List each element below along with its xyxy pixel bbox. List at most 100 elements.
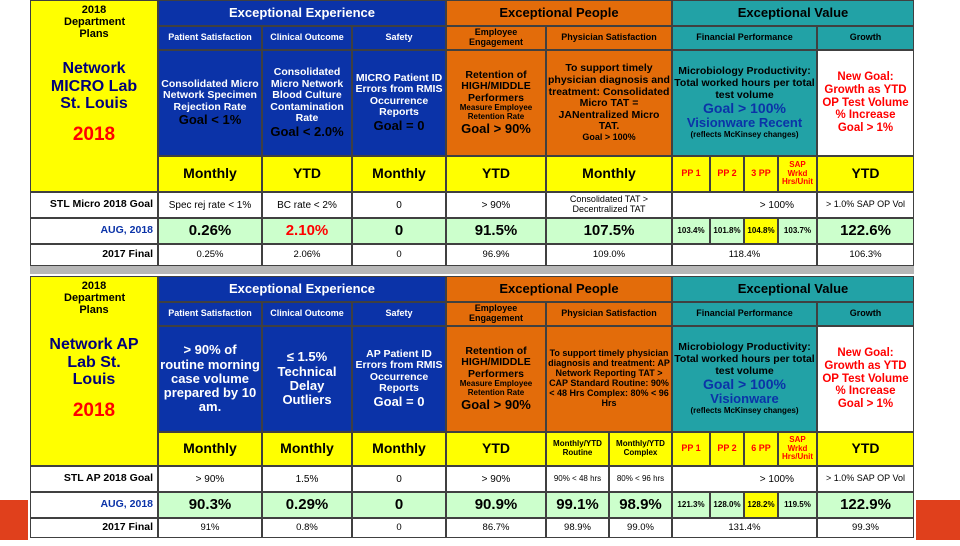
- current-pp2: 128.0%: [710, 492, 744, 518]
- current-pp3: 128.2%: [744, 492, 778, 518]
- prior-growth: 106.3%: [817, 244, 914, 266]
- desc-financial-performance: Microbiology Productivity: Total worked …: [672, 326, 817, 432]
- desc-goal: Goal > 90%: [461, 396, 531, 412]
- section-experience: Exceptional Experience: [158, 276, 446, 302]
- prior-safety: 0: [352, 518, 446, 538]
- desc-safety: MICRO Patient ID Errors from RMIS Occurr…: [352, 50, 446, 156]
- current-safety: 0: [352, 492, 446, 518]
- goal-growth: > 1.0% SAP OP Vol: [817, 192, 914, 218]
- desc-clinical-outcome: Consolidated Micro Network Blood Culture…: [262, 50, 352, 156]
- freq-pp2: PP 2: [710, 156, 744, 192]
- freq-safety: Monthly: [352, 156, 446, 192]
- desc-text: MICRO Patient ID Errors from RMIS Occurr…: [355, 71, 443, 119]
- desc-physician-satisfaction: To support timely physician diagnosis an…: [546, 326, 672, 432]
- year-label: 2018: [72, 124, 116, 146]
- subhead-clinical-outcome: Clinical Outcome: [262, 302, 352, 326]
- current-row-label: AUG, 2018: [30, 492, 158, 518]
- dept-plans-label: 2018 Department Plans: [64, 280, 126, 317]
- current-clinical-outcome: 2.10%: [262, 218, 352, 244]
- freq-pp3: 6 PP: [744, 432, 778, 466]
- current-sap: 119.5%: [778, 492, 817, 518]
- goal-row-label: STL Micro 2018 Goal: [30, 192, 158, 218]
- desc-goal: Goal > 1%: [837, 397, 894, 410]
- subhead-growth: Growth: [817, 26, 914, 50]
- goal-physician-satisfaction: Consolidated TAT > Decentralized TAT: [546, 192, 672, 218]
- freq-physician-complex: Monthly/YTD Complex: [609, 432, 672, 466]
- desc-measure: Measure Employee Retention Rate: [459, 379, 533, 398]
- desc-goal: Goal > 100%: [703, 376, 786, 393]
- current-employee-engagement: 90.9%: [446, 492, 546, 518]
- desc-text: Retention of HIGH/MIDDLE Performers: [461, 344, 531, 380]
- prior-row-label: 2017 Final: [30, 518, 158, 538]
- current-sap: 103.7%: [778, 218, 817, 244]
- year-label: 2018: [72, 400, 116, 422]
- goal-employee-engagement: > 90%: [446, 466, 546, 492]
- goal-safety: 0: [352, 466, 446, 492]
- page-title: Network MICRO Lab St. Louis: [50, 60, 138, 113]
- desc-patient-satisfaction: > 90% of routine morning case volume pre…: [158, 326, 262, 432]
- desc-patient-satisfaction: Consolidated Micro Network Specimen Reje…: [158, 50, 262, 156]
- desc-newgoal: New Goal:: [837, 347, 894, 360]
- freq-sap: SAP Wrkd Hrs/Unit: [778, 432, 817, 466]
- prior-growth: 99.3%: [817, 518, 914, 538]
- desc-safety: AP Patient ID Errors from RMIS Occurrenc…: [352, 326, 446, 432]
- freq-clinical-outcome: Monthly: [262, 432, 352, 466]
- right-accent-bar: [916, 500, 960, 540]
- freq-clinical-outcome: YTD: [262, 156, 352, 192]
- freq-pp2: PP 2: [710, 432, 744, 466]
- desc-goal: Goal > 100%: [582, 131, 636, 142]
- page-title: Network AP Lab St. Louis: [49, 336, 139, 389]
- goal-clinical-outcome: BC rate < 2%: [262, 192, 352, 218]
- section-people: Exceptional People: [446, 276, 672, 302]
- current-clinical-outcome: 0.29%: [262, 492, 352, 518]
- desc-goal: Goal < 2.0%: [270, 123, 344, 139]
- goal-safety: 0: [352, 192, 446, 218]
- desc-text: AP Patient ID Errors from RMIS Occurrenc…: [355, 347, 443, 395]
- current-physician-routine: 99.1%: [546, 492, 609, 518]
- desc-goal: Goal > 100%: [703, 100, 786, 117]
- desc-text: Microbiology Productivity: Total worked …: [674, 65, 815, 101]
- current-pp1: 121.3%: [672, 492, 710, 518]
- subhead-financial-performance: Financial Performance: [672, 26, 817, 50]
- subhead-patient-satisfaction: Patient Satisfaction: [158, 302, 262, 326]
- subhead-employee-engagement: Employee Engagement: [446, 302, 546, 326]
- desc-clinical-outcome: ≤ 1.5% Technical Delay Outliers: [262, 326, 352, 432]
- goal-financial: > 100%: [672, 192, 817, 218]
- goal-clinical-outcome: 1.5%: [262, 466, 352, 492]
- dashboard: 2018 Department Plans Network MICRO Lab …: [30, 0, 914, 540]
- subhead-employee-engagement: Employee Engagement: [446, 26, 546, 50]
- subhead-physician-satisfaction: Physician Satisfaction: [546, 302, 672, 326]
- prior-clinical-outcome: 2.06%: [262, 244, 352, 266]
- desc-goal: Goal > 90%: [461, 120, 531, 136]
- prior-row-label: 2017 Final: [30, 244, 158, 266]
- prior-patient-satisfaction: 91%: [158, 518, 262, 538]
- freq-growth: YTD: [817, 432, 914, 466]
- goal-employee-engagement: > 90%: [446, 192, 546, 218]
- freq-safety: Monthly: [352, 432, 446, 466]
- subhead-physician-satisfaction: Physician Satisfaction: [546, 26, 672, 50]
- prior-employee-engagement: 86.7%: [446, 518, 546, 538]
- desc-text: Growth as YTD OP Test Volume % Increase: [822, 84, 909, 122]
- desc-employee-engagement: Retention of HIGH/MIDDLE Performers Meas…: [446, 50, 546, 156]
- current-patient-satisfaction: 90.3%: [158, 492, 262, 518]
- freq-employee-engagement: YTD: [446, 432, 546, 466]
- current-physician-complex: 98.9%: [609, 492, 672, 518]
- prior-physician-complex: 99.0%: [609, 518, 672, 538]
- freq-physician-satisfaction: Monthly: [546, 156, 672, 192]
- prior-clinical-outcome: 0.8%: [262, 518, 352, 538]
- desc-text: Microbiology Productivity: Total worked …: [674, 341, 815, 377]
- section-value: Exceptional Value: [672, 276, 914, 302]
- desc-growth: New Goal: Growth as YTD OP Test Volume %…: [817, 50, 914, 156]
- desc-goal: Goal < 1%: [178, 112, 242, 128]
- prior-financial: 118.4%: [672, 244, 817, 266]
- prior-physician-satisfaction: 109.0%: [546, 244, 672, 266]
- subhead-safety: Safety: [352, 26, 446, 50]
- freq-pp3: 3 PP: [744, 156, 778, 192]
- desc-goal: Goal = 0: [373, 117, 425, 133]
- section-people: Exceptional People: [446, 0, 672, 26]
- desc-text: Growth as YTD OP Test Volume % Increase: [822, 360, 909, 398]
- desc-text: To support timely physician diagnosis an…: [548, 62, 670, 133]
- goal-patient-satisfaction: Spec rej rate < 1%: [158, 192, 262, 218]
- freq-patient-satisfaction: Monthly: [158, 156, 262, 192]
- goal-row-label: STL AP 2018 Goal: [30, 466, 158, 492]
